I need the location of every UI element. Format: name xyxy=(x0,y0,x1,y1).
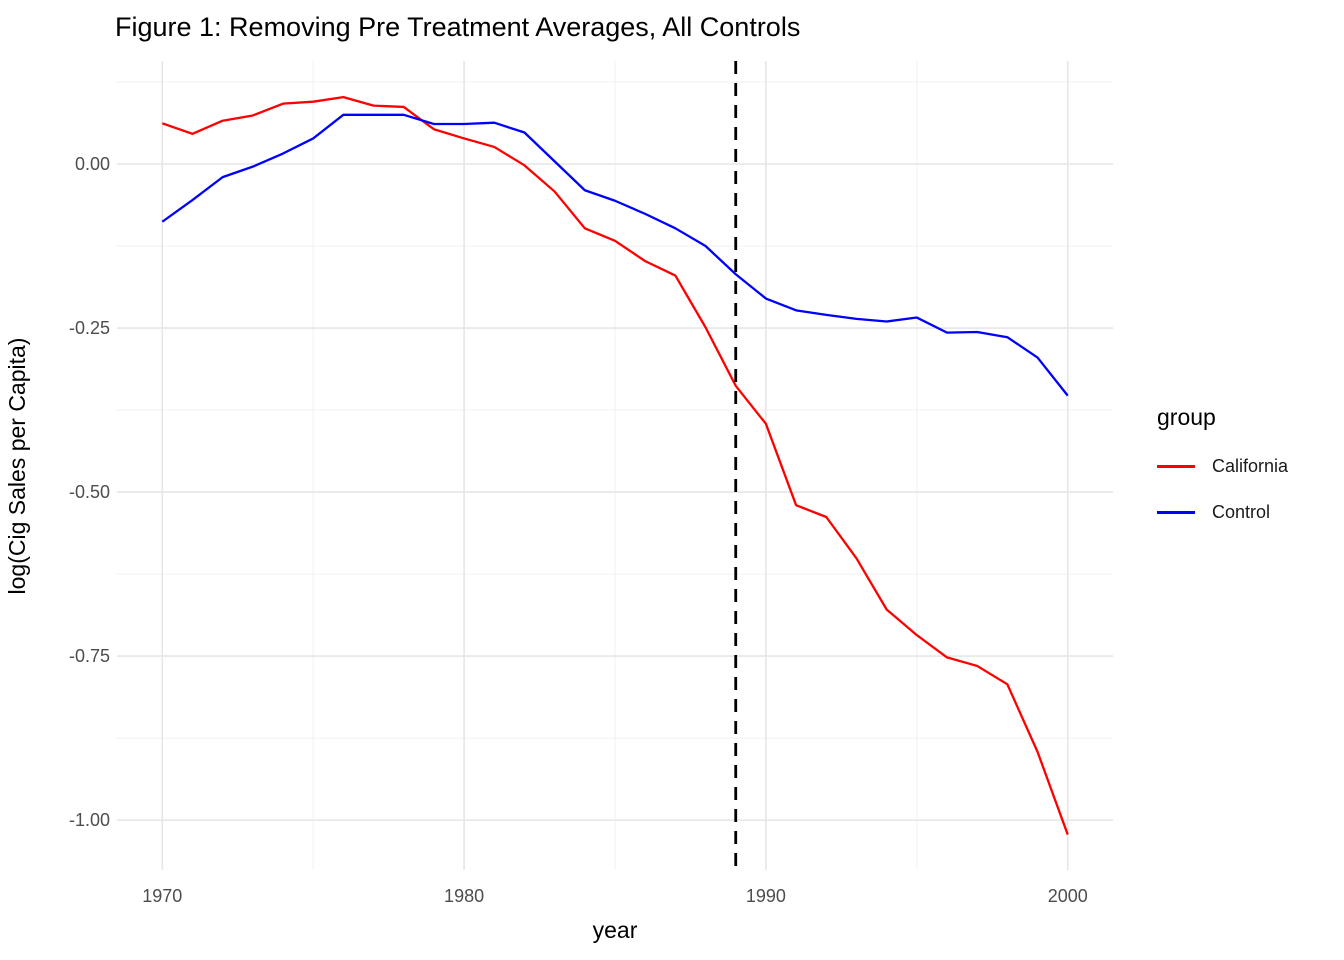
y-tick-label: -0.75 xyxy=(68,646,110,667)
chart-title: Figure 1: Removing Pre Treatment Average… xyxy=(115,12,801,42)
x-tick-label: 2000 xyxy=(1047,886,1088,906)
legend-label-control: Control xyxy=(1212,501,1271,522)
y-tick-label: -1.00 xyxy=(68,810,110,831)
x-tick-label: 1970 xyxy=(142,886,183,906)
y-tick-label: -0.25 xyxy=(68,318,110,339)
legend-entry-control: Control xyxy=(1157,492,1270,532)
x-tick-label: 1980 xyxy=(444,886,485,906)
x-tick-label: 1990 xyxy=(745,886,786,906)
y-tick-label: 0.00 xyxy=(74,154,110,174)
x-axis-title: year xyxy=(592,917,638,943)
control-line-sample xyxy=(1157,510,1195,514)
legend-label-california: California xyxy=(1212,455,1289,476)
y-axis-title: log(Cig Sales per Capita) xyxy=(4,337,30,595)
legend-title: group xyxy=(1157,404,1216,430)
legend: group California Control xyxy=(1157,404,1288,522)
y-tick-label: -0.50 xyxy=(68,482,110,503)
california-line-sample xyxy=(1157,464,1195,468)
control-line xyxy=(161,113,1069,397)
california-line xyxy=(161,95,1069,835)
legend-entry-california: California xyxy=(1157,446,1288,486)
